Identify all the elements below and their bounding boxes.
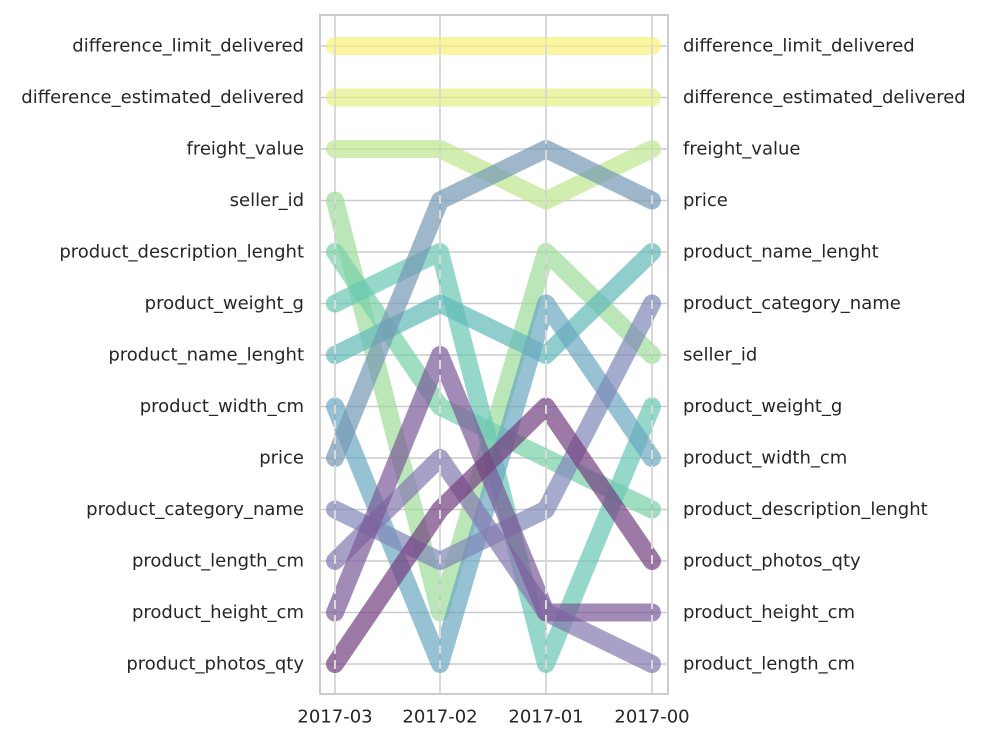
category-dashed-lines xyxy=(334,15,653,694)
right-tick-label: price xyxy=(683,190,728,211)
x-tick-label: 2017-01 xyxy=(508,707,583,728)
right-tick-label: product_photos_qty xyxy=(683,551,861,572)
left-tick-label: price xyxy=(259,448,304,469)
left-tick-labels: difference_limit_delivered difference_est… xyxy=(21,36,304,675)
series-lines xyxy=(326,37,661,673)
right-tick-label: product_length_cm xyxy=(683,654,855,675)
right-tick-label: seller_id xyxy=(683,345,757,366)
left-tick-label: freight_value xyxy=(187,139,304,160)
series-line-price xyxy=(326,140,661,467)
right-tick-label: freight_value xyxy=(683,139,800,160)
right-tick-label: product_category_name xyxy=(683,293,901,314)
left-tick-label: product_width_cm xyxy=(140,396,304,417)
left-tick-label: product_length_cm xyxy=(132,551,304,572)
series-line-product-length-cm xyxy=(326,449,661,673)
left-tick-label: product_weight_g xyxy=(145,293,304,314)
x-tick-label: 2017-03 xyxy=(297,707,372,728)
left-tick-label: product_name_lenght xyxy=(108,345,304,366)
right-tick-labels: difference_limit_delivered difference_est… xyxy=(683,36,966,675)
series-line-product-height-cm xyxy=(326,346,661,622)
right-tick-label: difference_limit_delivered xyxy=(683,36,915,57)
plot-frame xyxy=(319,14,669,695)
x-tick-label: 2017-00 xyxy=(614,707,689,728)
left-tick-label: product_height_cm xyxy=(132,602,304,623)
right-tick-label: difference_estimated_delivered xyxy=(683,87,966,108)
series-line-product-photos-qty xyxy=(326,397,661,673)
right-tick-label: product_weight_g xyxy=(683,396,842,417)
right-tick-label: product_width_cm xyxy=(683,448,847,469)
left-tick-label: product_photos_qty xyxy=(126,654,304,675)
left-tick-label: difference_limit_delivered xyxy=(72,36,304,57)
left-tick-label: seller_id xyxy=(230,190,304,211)
left-tick-label: difference_estimated_delivered xyxy=(21,87,304,108)
right-tick-label: product_height_cm xyxy=(683,602,855,623)
left-tick-label: product_description_lenght xyxy=(59,242,304,263)
x-tick-label: 2017-02 xyxy=(402,707,477,728)
right-tick-label: product_description_lenght xyxy=(683,499,928,520)
x-tick-labels: 2017-03 2017-02 2017-01 2017-00 xyxy=(297,707,689,728)
left-tick-label: product_category_name xyxy=(86,499,304,520)
right-tick-label: product_name_lenght xyxy=(683,242,879,263)
